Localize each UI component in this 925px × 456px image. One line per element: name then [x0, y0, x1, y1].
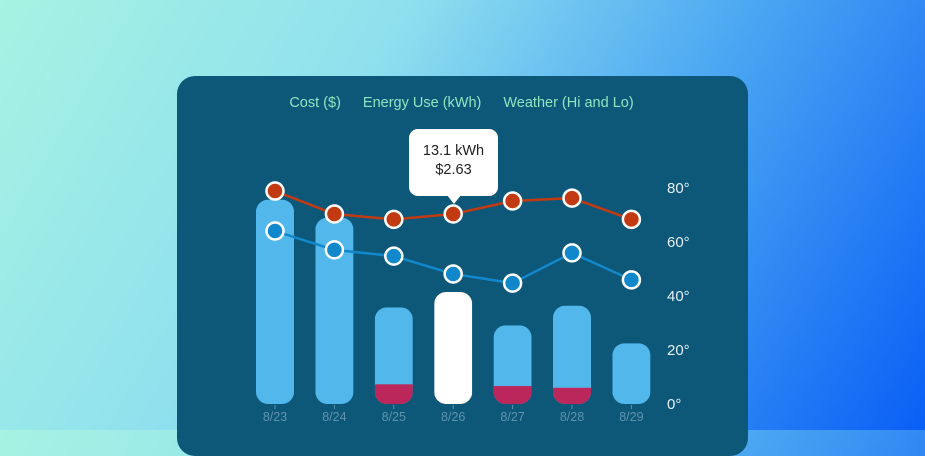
x-tick-label: 8/24 [322, 410, 346, 424]
cost-segment [374, 384, 413, 404]
legend-weather[interactable]: Weather (Hi and Lo) [503, 95, 634, 111]
legend: Cost ($) Energy Use (kWh) Weather (Hi an… [177, 95, 748, 111]
lo-temp-point [562, 243, 582, 263]
energy-bar[interactable] [612, 343, 651, 404]
energy-bar-group[interactable] [612, 343, 651, 404]
y-tick-label: 80° [667, 180, 690, 197]
hi-temp-point [324, 204, 345, 224]
x-tick-label: 8/28 [560, 410, 584, 424]
cost-segment [553, 387, 591, 404]
energy-bar-group[interactable] [493, 325, 532, 404]
hi-temp-point [443, 204, 463, 224]
energy-bar-group[interactable] [374, 307, 413, 404]
y-tick-label: 60° [667, 234, 690, 251]
tooltip: 13.1 kWh $2.63 [409, 129, 498, 204]
energy-bar-group[interactable] [553, 305, 591, 404]
y-tick-label: 20° [667, 342, 690, 359]
x-tick-label: 8/27 [500, 410, 524, 424]
cost-segment [493, 386, 532, 404]
lo-temp-point [384, 246, 404, 266]
hi-temp-point [562, 188, 582, 208]
energy-bar-group[interactable] [434, 292, 473, 404]
x-tick-label: 8/23 [263, 410, 287, 424]
lo-temp-point [621, 270, 642, 290]
x-tick-label: 8/25 [382, 410, 406, 424]
legend-cost[interactable]: Cost ($) [289, 95, 341, 111]
hi-temp-point [384, 209, 404, 230]
legend-energy[interactable]: Energy Use (kWh) [362, 95, 482, 111]
tooltip-cost: $2.63 [435, 162, 472, 178]
chart: 8/23 8/24 8/25 8/26 8/27 8/28 8/29 0° 20° 40° 60° 8… [256, 180, 690, 424]
x-tick-label: 8/26 [441, 410, 465, 424]
y-tick-label: 40° [667, 288, 690, 305]
energy-bar[interactable] [553, 305, 591, 404]
hi-temp-point [621, 209, 642, 230]
hi-temp-point [502, 191, 523, 211]
x-tick-label: 8/29 [619, 410, 643, 424]
hi-temp-point [265, 181, 285, 201]
lo-temp-point [324, 240, 345, 260]
lo-temp-point [443, 264, 463, 284]
y-tick-label: 0° [667, 396, 681, 413]
energy-bar[interactable] [434, 292, 473, 404]
tooltip-energy: 13.1 kWh [422, 143, 485, 159]
lo-temp-point [502, 273, 523, 293]
lo-temp-point [265, 221, 285, 241]
